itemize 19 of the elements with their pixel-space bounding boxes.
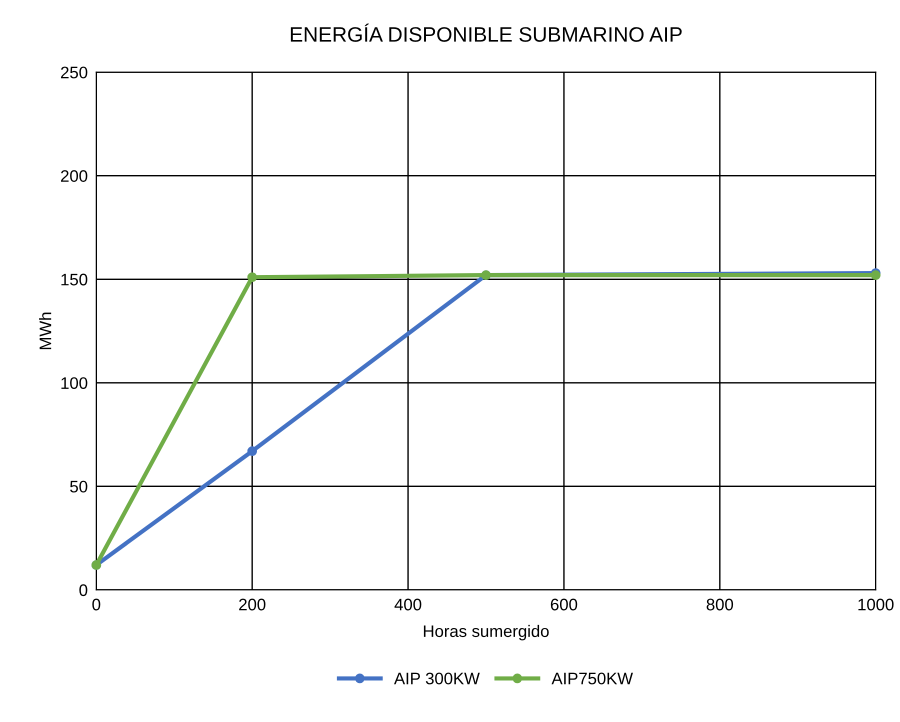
x-tick-label: 600	[550, 598, 578, 610]
y-axis-title: MWh	[39, 312, 52, 350]
chart-title: ENERGÍA DISPONIBLE SUBMARINO AIP	[290, 24, 682, 42]
legend-label: AIP 300KW	[394, 672, 480, 684]
y-tick-label: 50	[70, 480, 88, 493]
x-tick-label: 0	[92, 598, 100, 610]
y-tick-label: 0	[79, 584, 88, 596]
x-tick-label: 200	[239, 598, 266, 610]
y-tick-label: 250	[61, 66, 88, 78]
y-tick-label: 100	[61, 377, 88, 390]
legend-label: AIP750KW	[552, 672, 633, 684]
y-tick-label: 150	[61, 274, 88, 286]
x-tick-label: 800	[706, 598, 734, 610]
x-tick-label: 1000	[858, 598, 894, 610]
point	[247, 272, 258, 282]
y-tick-label: 200	[61, 170, 88, 182]
point	[247, 446, 258, 456]
x-axis-title: Horas sumergido	[424, 624, 549, 640]
x-tick-label: 400	[394, 598, 422, 610]
